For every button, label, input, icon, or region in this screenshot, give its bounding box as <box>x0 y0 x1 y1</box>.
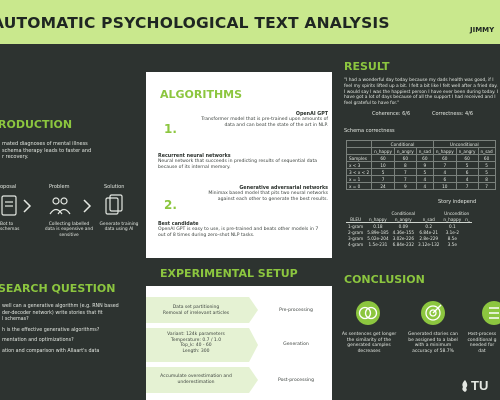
center-panel: ALGORITHMS 1. OpenAI GPT Transformer mod… <box>146 72 332 400</box>
chevron-right-icon <box>83 199 92 213</box>
university-logo: TU <box>460 378 500 396</box>
target-icon <box>421 301 445 325</box>
algorithms-heading: ALGORITHMS <box>160 88 243 101</box>
poster-title: AUTOMATIC PSYCHOLOGICAL TEXT ANALYSIS <box>0 14 390 32</box>
table-row: Samples 60 60 60 60 60 60 <box>345 154 496 162</box>
algo-item-openai-gpt: OpenAI GPT Transformer model that is pre… <box>201 112 328 128</box>
table-row: 3-gram 5.02e-204 3.02e-226 2.8e-229 8.5e <box>348 235 457 241</box>
people-icon <box>49 197 71 215</box>
story-independence-title: Story independ <box>438 199 477 205</box>
exp-step-generation: Variant: 124k parameters Temperature: 0.… <box>146 328 332 362</box>
schema-correctness-table: Conditional Unconditional n_happy n_angr… <box>345 140 496 190</box>
schema-correctness-title: Schema correctness <box>344 128 395 134</box>
flow-icons <box>1 194 123 216</box>
document-icon <box>1 195 17 216</box>
conclusion-heading: CONCLUSION <box>344 273 425 286</box>
coherence-score: Coherence: 6/6 <box>372 111 411 117</box>
chevron-right-icon <box>23 199 32 213</box>
conclusion-text-1: As sentences get longer the similarity o… <box>341 332 397 354</box>
table-row: 2-gram 5.89e-185 4.36e-155 6.84e-21 3.1e-2 <box>348 229 460 235</box>
exp-step-postprocessing: Accumulate overestimation and underestim… <box>146 366 332 394</box>
research-question-heading: SEARCH QUESTION <box>0 282 116 295</box>
exp-step-preprocessing: Data set partitioning Removal of irrelev… <box>146 296 332 324</box>
author-name: JIMMY <box>470 26 495 34</box>
flow-label-problem: Problem <box>49 184 70 190</box>
chart-icon <box>482 301 500 325</box>
flow-caption-proposal: Bot to schemas <box>0 222 20 233</box>
circles-icon <box>356 301 380 325</box>
result-quote: "I had a wonderful day today because my … <box>344 78 499 107</box>
table-row: x = 0 24 9 4 10 7 7 <box>345 182 496 190</box>
result-heading: RESULT <box>344 60 390 73</box>
files-icon <box>105 194 123 215</box>
conclusion-text-2: Generated stories can be assigned to a l… <box>408 332 458 354</box>
table-row: 1-gram 0.18 0.09 0.2 0.1 <box>348 223 456 229</box>
story-independence-table: Conditional Uncondition BLEU n_happy n_a… <box>346 210 472 247</box>
experimental-heading-band <box>146 258 332 286</box>
table-row: x < 3 10 8 9 7 5 5 <box>345 161 496 169</box>
flow-caption-solution: Generate training data using AI <box>99 222 139 233</box>
flow-label-solution: Solution <box>104 184 125 190</box>
algo-item-best-candidate: Best candidate OpenAI GPT is easy to use… <box>158 222 319 238</box>
flow-label-proposal: oposal <box>0 184 17 190</box>
table-row: 4-gram 1.5e-231 6.84e-232 3.12e-132 3.5e <box>348 241 457 247</box>
experimental-setup-heading: EXPERIMENTAL SETUP <box>160 267 298 280</box>
conclusion-text-3: Post-process conditional g needed for da… <box>467 332 497 354</box>
header-banner <box>0 0 500 44</box>
flame-icon <box>462 380 468 392</box>
algo-number-1: 1. <box>164 122 177 136</box>
introduction-text: mated diagnoses of mental illness schema… <box>2 141 92 160</box>
algo-number-2: 2. <box>164 198 177 212</box>
algo-item-gan: Generative adversarial networks Minimax … <box>208 186 328 202</box>
correctness-score: Correctness: 4/6 <box>432 111 474 117</box>
conclusion-icons <box>356 301 500 325</box>
introduction-heading: RODUCTION <box>0 118 73 131</box>
research-question-text: well can a generative algorithm (e.g. RN… <box>2 304 119 354</box>
flow-caption-problem: Collecting labelled data is expensive an… <box>44 222 94 238</box>
experimental-steps: Data set partitioning Removal of irrelev… <box>146 292 332 400</box>
algo-item-rnn: Recurrent neural networks Neural network… <box>158 154 318 170</box>
